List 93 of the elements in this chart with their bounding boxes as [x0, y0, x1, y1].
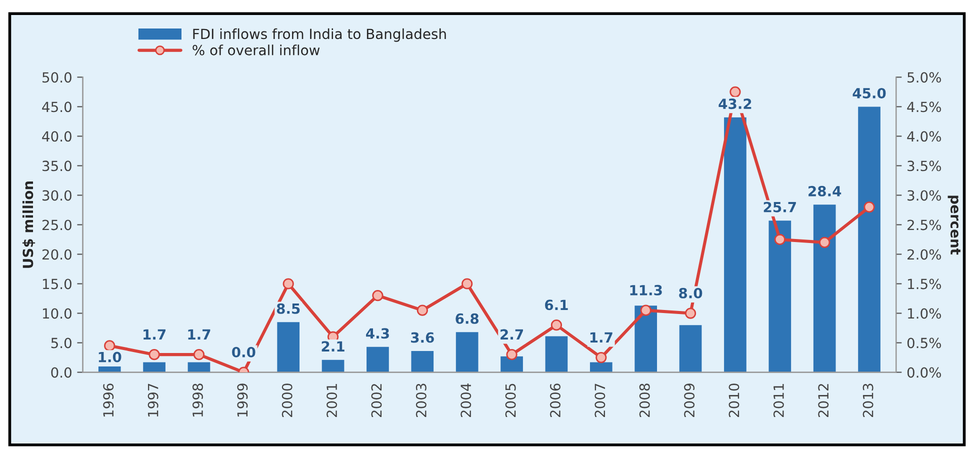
x-tick-label: 2011	[773, 384, 784, 418]
y2-tick-label: 1.0%	[908, 308, 942, 319]
bar	[411, 351, 434, 372]
bar	[590, 362, 612, 372]
data-label: 25.7	[764, 202, 796, 212]
point	[506, 349, 518, 360]
x-tick-label: 2009	[684, 384, 695, 418]
point	[864, 201, 875, 213]
point	[148, 349, 160, 360]
y-tick-label: 40.0	[42, 131, 72, 142]
y-tick-label: 50.0	[42, 72, 72, 83]
bar	[366, 346, 389, 372]
y-tick-label: 25.0	[42, 220, 72, 230]
data-label: 11.3	[630, 284, 662, 296]
bar	[724, 117, 746, 372]
bar	[188, 362, 210, 372]
bar	[768, 220, 792, 372]
y-axis-title: US$ million	[22, 181, 36, 268]
legend-label: FDI inflows from India to Bangladesh	[193, 28, 446, 42]
point	[104, 340, 116, 352]
y-tick-label: 5.0	[51, 338, 72, 348]
bar	[456, 332, 478, 372]
y2-tick-label: 2.0%	[908, 249, 942, 260]
data-label: 0.0	[232, 346, 256, 358]
point	[282, 278, 294, 290]
data-label: 4.3	[366, 328, 389, 339]
x-tick-label: 2010	[728, 384, 740, 418]
x-tick-label: 2005	[505, 384, 516, 418]
data-label: 8.0	[679, 288, 702, 298]
point	[416, 304, 428, 316]
point	[730, 86, 741, 98]
point	[596, 352, 607, 364]
x-tick-label: 2001	[326, 384, 338, 418]
x-tick-label: 2013	[862, 384, 874, 418]
x-tick-label: 1996	[103, 384, 114, 417]
y2-tick-label: 3.5%	[908, 160, 942, 172]
y-tick-label: 20.0	[42, 249, 72, 260]
point	[774, 234, 786, 246]
y2-tick-label: 2.5%	[908, 220, 942, 230]
x-tick-label: 2006	[550, 384, 560, 418]
data-label: 1.7	[144, 329, 166, 340]
bar	[545, 336, 568, 372]
y2-tick-label: 3.0%	[908, 190, 942, 201]
y-tick-label: 45.0	[42, 102, 72, 112]
x-tick-label: 1998	[192, 384, 204, 417]
y-tick-label: 10.0	[42, 308, 72, 319]
x-tick-label: 2000	[282, 384, 292, 418]
data-label: 1.0	[98, 352, 122, 362]
point	[819, 236, 830, 248]
bar	[679, 325, 702, 372]
y2-tick-label: 0.0%	[907, 367, 942, 378]
point	[684, 308, 696, 319]
data-label: 1.7	[590, 332, 612, 342]
data-label: 6.1	[545, 300, 568, 310]
bar	[277, 322, 300, 372]
y2-tick-label: 5.0%	[908, 72, 942, 83]
y-tick-label: 0.0	[51, 367, 72, 378]
y-tick-label: 15.0	[42, 278, 72, 290]
x-tick-label: 2008	[639, 384, 650, 418]
bar	[634, 306, 658, 372]
point	[193, 349, 205, 360]
point	[372, 290, 384, 302]
y2-axis-title: percent	[948, 196, 960, 255]
bar	[813, 204, 836, 372]
y2-tick-label: 4.5%	[907, 102, 942, 112]
data-label: 45.0	[852, 88, 886, 98]
data-label: 1.7	[188, 329, 210, 340]
x-tick-label: 2007	[594, 384, 606, 418]
data-label: 43.2	[718, 98, 752, 110]
y2-tick-label: 1.5%	[908, 278, 942, 290]
data-label: 3.6	[411, 332, 434, 343]
bar	[858, 106, 880, 372]
data-label: 28.4	[808, 186, 842, 196]
point	[550, 320, 562, 331]
y2-tick-label: 4.0%	[907, 131, 942, 142]
x-tick-label: 2003	[416, 384, 426, 418]
bar	[143, 362, 166, 372]
y-tick-label: 30.0	[42, 190, 72, 201]
x-tick-label: 2004	[460, 383, 472, 418]
data-label: 2.1	[322, 341, 344, 352]
x-tick-label: 2012	[818, 384, 829, 418]
point	[462, 278, 473, 290]
data-label: 8.5	[276, 303, 300, 314]
data-label: 2.7	[500, 329, 523, 340]
point	[640, 304, 652, 316]
y2-tick-label: 0.5%	[907, 338, 942, 348]
x-tick-label: 1997	[148, 384, 158, 417]
y-tick-label: 35.0	[42, 160, 72, 172]
data-label: 6.8	[456, 313, 479, 324]
legend-label: % of overall inflow	[192, 44, 320, 56]
x-tick-label: 2002	[371, 384, 382, 418]
x-tick-label: 1999	[237, 384, 248, 417]
bar	[322, 360, 344, 372]
